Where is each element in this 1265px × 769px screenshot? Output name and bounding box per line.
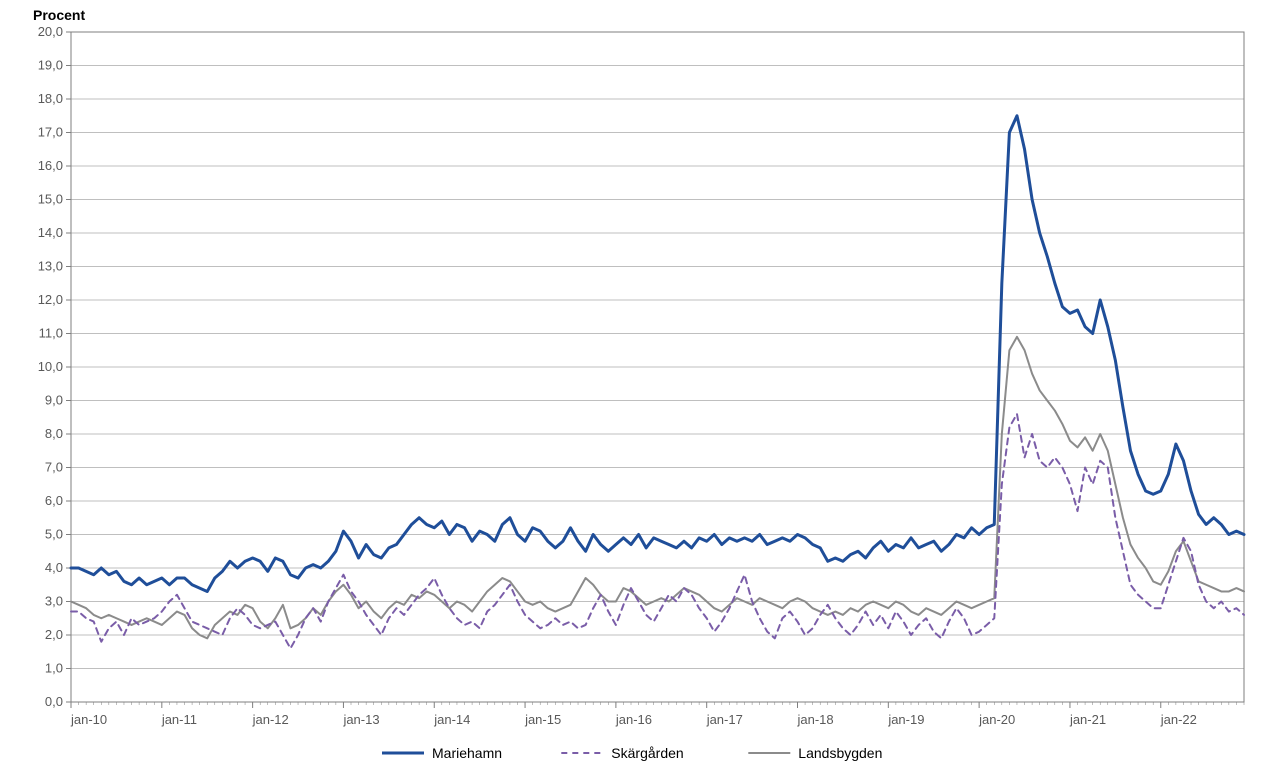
y-tick-label: 0,0 <box>45 694 63 709</box>
y-tick-label: 10,0 <box>38 359 63 374</box>
y-tick-label: 12,0 <box>38 292 63 307</box>
y-tick-label: 7,0 <box>45 460 63 475</box>
y-tick-label: 11,0 <box>39 326 63 341</box>
y-tick-label: 2,0 <box>45 627 63 642</box>
y-tick-label: 19,0 <box>38 58 63 73</box>
x-tick-label: jan-21 <box>1069 712 1106 727</box>
y-tick-label: 5,0 <box>45 527 63 542</box>
x-tick-label: jan-11 <box>161 712 197 727</box>
y-tick-label: 13,0 <box>38 259 63 274</box>
line-chart: Procent 0,0 1,0 2,0 3,0 4,0 5,0 6,0 7,0 8,0 9,0 10,… <box>0 0 1265 769</box>
legend-label-landsbygden: Landsbygden <box>798 745 882 761</box>
y-tick-label: 16,0 <box>38 158 63 173</box>
x-tick-label: jan-14 <box>433 712 470 727</box>
x-tick-label: jan-19 <box>887 712 924 727</box>
x-tick-label: jan-10 <box>70 712 107 727</box>
y-tick-label: 4,0 <box>45 560 63 575</box>
x-tick-label: jan-17 <box>706 712 743 727</box>
x-tick-label: jan-15 <box>524 712 561 727</box>
x-tick-label: jan-18 <box>797 712 834 727</box>
y-tick-label: 3,0 <box>45 594 63 609</box>
y-tick-label: 14,0 <box>38 225 63 240</box>
y-tick-label: 9,0 <box>45 393 63 408</box>
y-tick-label: 20,0 <box>38 24 63 39</box>
y-tick-label: 17,0 <box>38 125 63 140</box>
legend: Mariehamn Skärgården Landsbygden <box>382 745 882 761</box>
y-tick-label: 1,0 <box>45 661 63 676</box>
chart-svg: Procent 0,0 1,0 2,0 3,0 4,0 5,0 6,0 7,0 8,0 9,0 10,… <box>0 0 1265 769</box>
x-tick-label: jan-13 <box>342 712 379 727</box>
y-tick-label: 15,0 <box>38 192 63 207</box>
y-tick-label: 6,0 <box>45 493 63 508</box>
y-tick-label: 8,0 <box>45 426 63 441</box>
y-axis-title: Procent <box>33 7 85 23</box>
x-tick-label: jan-12 <box>252 712 289 727</box>
y-tick-label: 18,0 <box>38 91 63 106</box>
x-tick-label: jan-22 <box>1160 712 1197 727</box>
legend-label-skargarden: Skärgården <box>611 745 683 761</box>
x-tick-label: jan-20 <box>978 712 1015 727</box>
x-tick-label: jan-16 <box>615 712 652 727</box>
legend-label-mariehamn: Mariehamn <box>432 745 502 761</box>
